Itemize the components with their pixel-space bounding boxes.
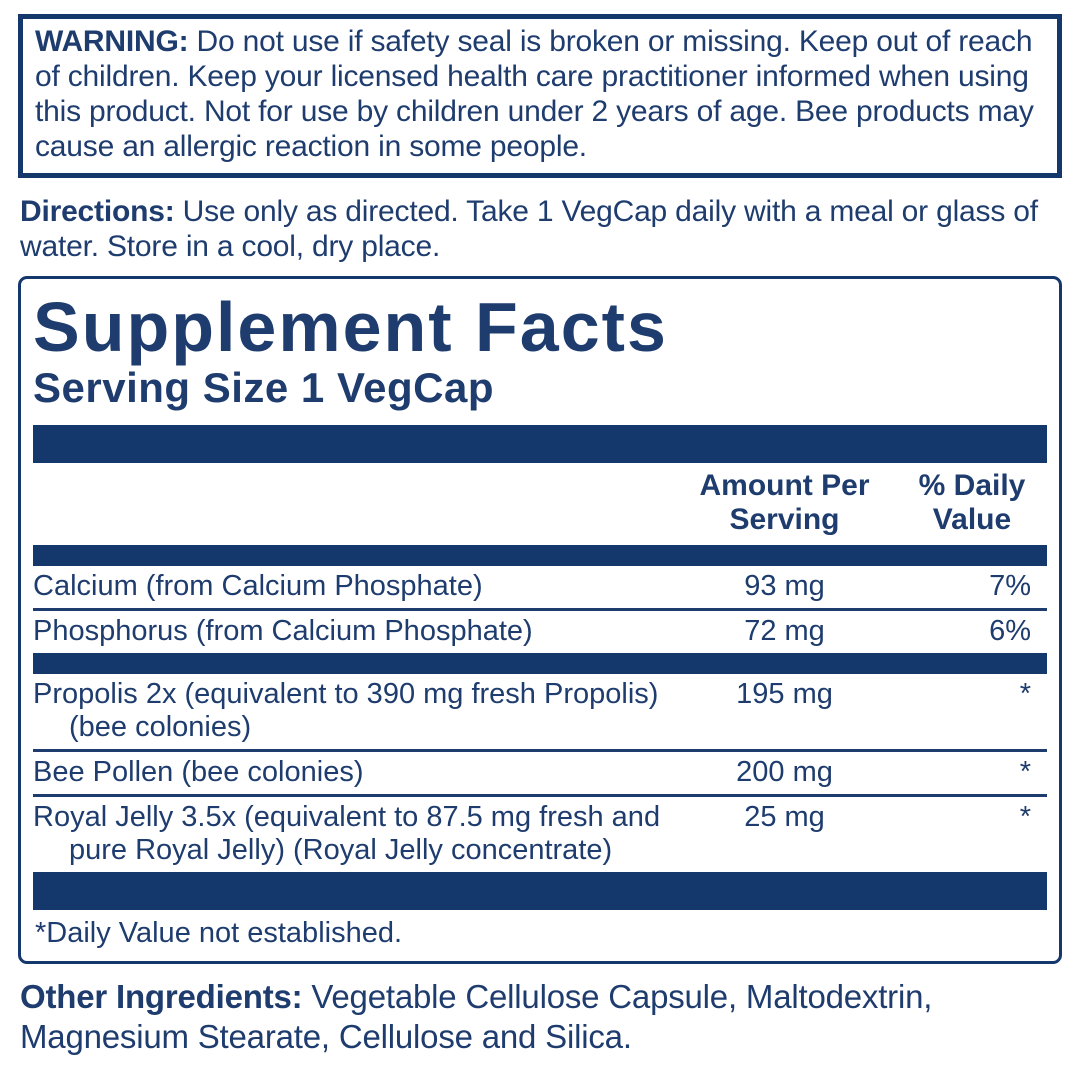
warning-label: WARNING: bbox=[35, 25, 189, 58]
supplement-facts-title: Supplement Facts bbox=[33, 288, 668, 366]
table-row-phosphorus: Phosphorus (from Calcium Phosphate) 72 m… bbox=[33, 611, 1047, 653]
other-ingredients-text: Vegetable Cellulose Capsule, Maltodextri… bbox=[20, 978, 933, 1055]
table-row-propolis: Propolis 2x (equivalent to 390 mg fresh … bbox=[33, 674, 1047, 749]
directions-text: Use only as directed. Take 1 VegCap dail… bbox=[20, 195, 1038, 263]
column-header-percent-daily-value: % Daily Value bbox=[918, 469, 1026, 536]
nutrient-name: Royal Jelly 3.5x (equivalent to 87.5 mg … bbox=[33, 801, 661, 866]
directions-label: Directions: bbox=[20, 195, 175, 228]
separator-bar-middle bbox=[33, 653, 1047, 674]
other-ingredients-label: Other Ingredients: bbox=[20, 978, 303, 1015]
nutrient-amount: 195 mg bbox=[736, 678, 833, 710]
nutrient-name: Bee Pollen (bee colonies) bbox=[33, 756, 364, 788]
nutrient-amount: 25 mg bbox=[744, 801, 825, 833]
nutrient-daily-value: * bbox=[1019, 801, 1031, 833]
serving-size: Serving Size 1 VegCap bbox=[33, 364, 495, 411]
row-divider bbox=[33, 608, 1047, 611]
directions-paragraph: Directions: Use only as directed. Take 1… bbox=[20, 194, 1060, 264]
row-divider bbox=[33, 749, 1047, 752]
nutrient-name: Propolis 2x (equivalent to 390 mg fresh … bbox=[33, 678, 659, 743]
nutrient-daily-value: * bbox=[1019, 756, 1031, 788]
nutrient-daily-value: 7% bbox=[989, 570, 1031, 602]
nutrient-name: Phosphorus (from Calcium Phosphate) bbox=[33, 615, 533, 647]
nutrient-amount: 72 mg bbox=[744, 615, 825, 647]
separator-bar-top bbox=[33, 425, 1047, 463]
column-header-amount-per-serving: Amount Per Serving bbox=[699, 469, 870, 536]
warning-box: WARNING: Do not use if safety seal is br… bbox=[18, 14, 1062, 178]
nutrient-amount: 93 mg bbox=[744, 570, 825, 602]
nutrient-daily-value: 6% bbox=[989, 615, 1031, 647]
daily-value-footnote: *Daily Value not established. bbox=[35, 917, 403, 949]
other-ingredients-paragraph: Other Ingredients: Vegetable Cellulose C… bbox=[20, 977, 1060, 1057]
separator-bar-header bbox=[33, 545, 1047, 566]
table-header-row: Amount Per Serving % Daily Value bbox=[33, 463, 1047, 545]
row-divider bbox=[33, 794, 1047, 797]
table-row-bee-pollen: Bee Pollen (bee colonies) 200 mg * bbox=[33, 752, 1047, 794]
table-row-royal-jelly: Royal Jelly 3.5x (equivalent to 87.5 mg … bbox=[33, 797, 1047, 872]
supplement-facts-panel: Supplement Facts Serving Size 1 VegCap A… bbox=[18, 276, 1062, 964]
table-row-calcium: Calcium (from Calcium Phosphate) 93 mg 7… bbox=[33, 566, 1047, 608]
nutrient-name: Calcium (from Calcium Phosphate) bbox=[33, 570, 483, 602]
nutrient-amount: 200 mg bbox=[736, 756, 833, 788]
warning-text: Do not use if safety seal is broken or m… bbox=[35, 25, 1034, 163]
separator-bar-bottom bbox=[33, 872, 1047, 910]
nutrient-daily-value: * bbox=[1019, 678, 1031, 710]
